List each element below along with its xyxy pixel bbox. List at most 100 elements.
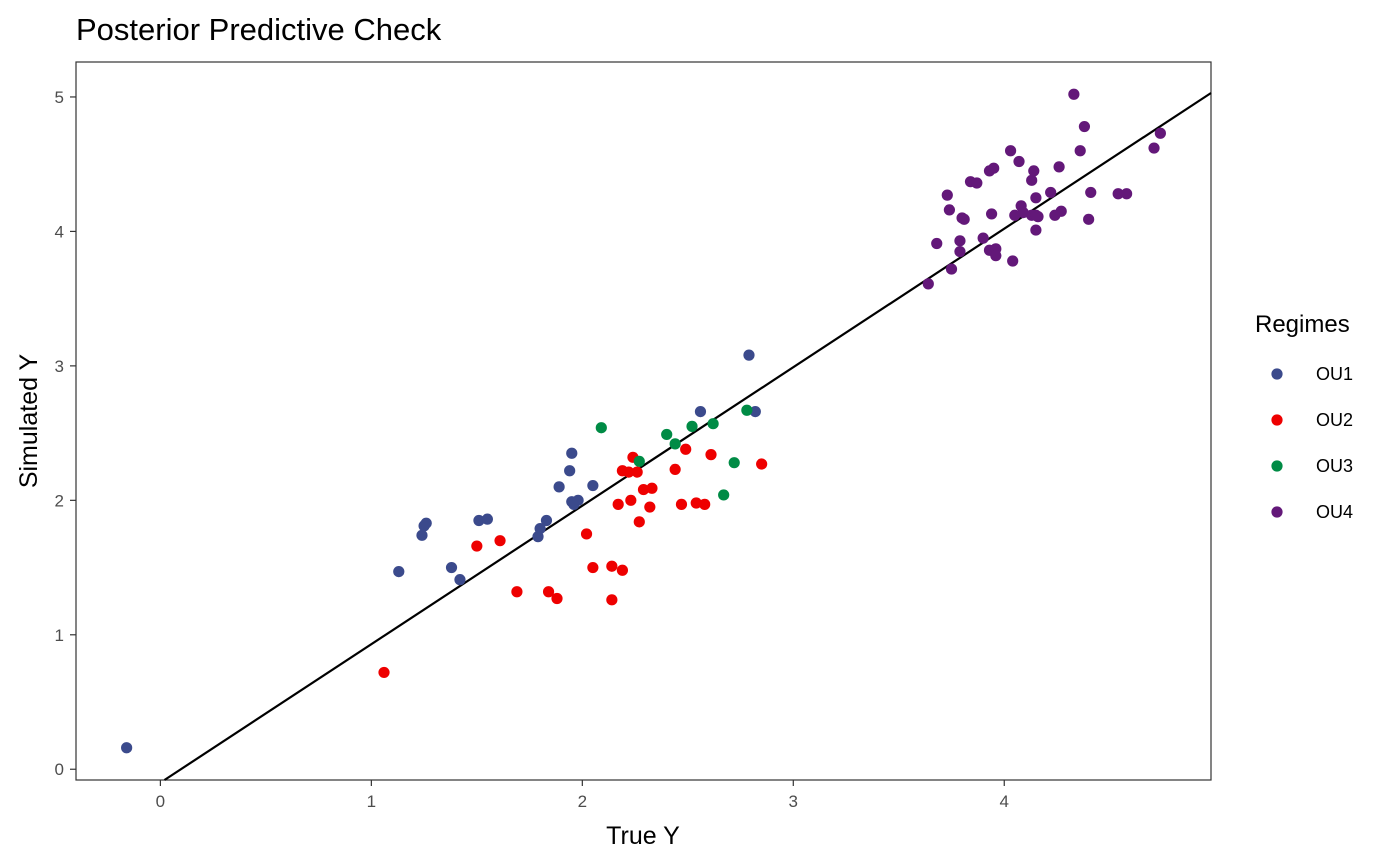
data-point [680, 443, 692, 455]
series-ou4 [922, 88, 1166, 290]
data-point [1013, 155, 1025, 168]
data-point [707, 418, 719, 430]
data-point [1083, 213, 1095, 225]
data-point [741, 404, 753, 416]
data-point [580, 528, 593, 540]
series-ou1 [121, 349, 761, 754]
data-point [1112, 188, 1124, 200]
data-point [690, 497, 702, 509]
data-point [1068, 88, 1080, 100]
data-point [1009, 209, 1021, 221]
data-point [954, 235, 966, 247]
reference-line-group [163, 92, 1212, 781]
data-point [694, 405, 707, 418]
data-point [1045, 186, 1057, 199]
data-point [699, 498, 711, 510]
y-tick-label: 2 [55, 491, 64, 510]
data-point [646, 482, 658, 494]
data-point [931, 237, 943, 250]
data-point [971, 177, 983, 189]
data-point [954, 245, 966, 258]
data-point [623, 466, 635, 478]
legend-title: Regimes [1255, 311, 1350, 338]
data-point [1074, 145, 1086, 157]
data-point [564, 465, 576, 477]
data-point [1030, 192, 1042, 204]
y-tick-label: 0 [55, 760, 64, 779]
data-point [945, 263, 958, 275]
data-point [542, 586, 555, 598]
data-point [990, 250, 1002, 262]
legend: Regimes OU1 OU2 OU3 OU4 [1255, 311, 1353, 522]
data-point [1085, 186, 1097, 199]
x-tick-label: 4 [1000, 792, 1009, 811]
y-axis-tick-labels: 0 1 2 3 4 5 [55, 88, 64, 779]
data-point [595, 422, 607, 434]
data-point [1121, 188, 1133, 200]
legend-label: OU2 [1316, 410, 1353, 430]
data-point [644, 501, 656, 513]
data-point [1148, 142, 1160, 154]
data-point [540, 514, 553, 527]
legend-label: OU4 [1316, 502, 1353, 522]
data-point [445, 561, 458, 574]
data-point [637, 483, 650, 496]
data-point [633, 455, 645, 467]
legend-marker [1271, 506, 1283, 518]
axis-ticks [70, 96, 1005, 786]
data-point [686, 420, 698, 432]
data-point [1053, 161, 1065, 173]
data-point [1032, 211, 1044, 223]
data-point [756, 458, 768, 470]
legend-marker [1271, 414, 1283, 426]
data-point [494, 535, 506, 547]
data-point [958, 213, 970, 225]
reference-line [163, 92, 1212, 781]
x-tick-label: 0 [156, 792, 165, 811]
data-point [941, 189, 953, 201]
data-point [566, 447, 578, 459]
data-point [553, 481, 565, 493]
data-point [625, 494, 637, 506]
data-point [1030, 224, 1042, 236]
data-point [121, 742, 133, 754]
data-point [633, 516, 645, 528]
data-point [606, 560, 618, 572]
data-point [616, 564, 629, 576]
legend-label: OU1 [1316, 364, 1353, 384]
data-point [943, 204, 956, 216]
legend-item-ou2: OU2 [1271, 410, 1353, 430]
data-point [922, 278, 934, 290]
x-tick-label: 3 [789, 792, 798, 811]
y-tick-label: 3 [55, 357, 64, 376]
data-point [420, 517, 432, 529]
data-point [718, 489, 730, 501]
data-point [481, 513, 493, 525]
data-point [728, 457, 740, 469]
series-ou2 [378, 443, 768, 679]
legend-items: OU1 OU2 OU3 OU4 [1271, 364, 1353, 522]
data-point [1154, 127, 1166, 139]
series-ou3 [595, 404, 753, 501]
data-point [675, 498, 688, 510]
data-point [669, 438, 681, 450]
chart-title: Posterior Predictive Check [76, 12, 442, 47]
x-tick-label: 1 [367, 792, 376, 811]
data-point [606, 594, 618, 606]
data-point [612, 498, 624, 510]
data-point [534, 522, 546, 535]
data-point [454, 574, 466, 586]
data-point [511, 586, 523, 598]
data-point [551, 592, 563, 605]
y-axis-title: Simulated Y [15, 354, 43, 489]
legend-label: OU3 [1316, 456, 1353, 476]
data-point [985, 208, 998, 220]
data-point [471, 540, 483, 552]
data-point [587, 561, 599, 574]
data-point [669, 463, 681, 476]
data-point [1004, 145, 1017, 157]
data-point [1017, 206, 1029, 219]
data-point [1055, 205, 1067, 217]
legend-marker [1271, 460, 1283, 472]
data-point [572, 494, 584, 506]
